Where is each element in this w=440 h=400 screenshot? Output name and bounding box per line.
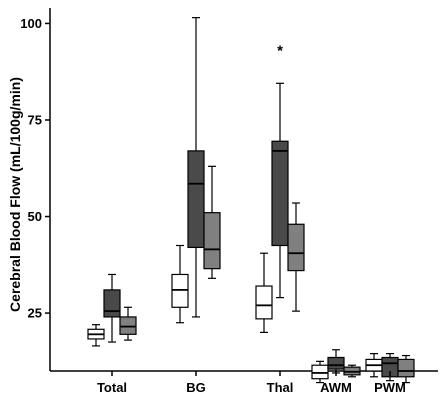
x-ticks: Total BG Thal AWM PWM <box>97 371 406 395</box>
boxes <box>87 17 415 384</box>
box-iqr <box>271 140 289 247</box>
box-group-thal <box>255 82 305 333</box>
y-ticks: 25 50 75 100 <box>20 16 50 321</box>
box-group-bg <box>171 17 221 324</box>
box-iqr <box>311 364 329 380</box>
x-tick-label: Thal <box>267 380 294 395</box>
x-tick-label: BG <box>186 380 206 395</box>
annotations: * <box>277 42 283 59</box>
y-tick-label: 25 <box>28 306 42 321</box>
y-tick-label: 50 <box>28 209 42 224</box>
y-tick-label: 75 <box>28 112 42 127</box>
box-group-awm <box>311 349 361 384</box>
significance-asterisk: * <box>277 42 283 59</box>
box-group-total <box>87 273 137 347</box>
box-iqr <box>397 358 415 378</box>
x-tick-label: AWM <box>320 380 352 395</box>
box-iqr <box>103 289 121 318</box>
box-iqr <box>187 150 205 249</box>
box-iqr <box>255 285 273 320</box>
box-iqr <box>287 223 305 272</box>
box-iqr <box>203 212 221 270</box>
y-tick-label: 100 <box>20 16 42 31</box>
box-iqr <box>119 316 137 335</box>
y-axis-title: Cerebral Blood Flow (mL/100g/min) <box>7 77 23 312</box>
box-iqr <box>171 273 189 308</box>
box-iqr <box>327 356 345 370</box>
x-tick-label: PWM <box>374 380 406 395</box>
x-tick-label: Total <box>97 380 127 395</box>
box-group-pwm <box>365 353 415 384</box>
